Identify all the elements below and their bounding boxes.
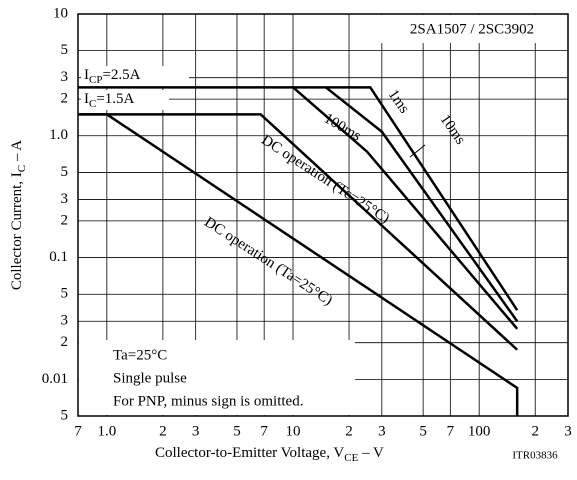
x-tick-label: 5 xyxy=(233,423,241,439)
soa-line xyxy=(292,86,519,330)
soa-line xyxy=(78,113,519,351)
x-tick-label: 10 xyxy=(286,423,301,439)
note: Single pulse xyxy=(113,370,187,386)
text-part: – A xyxy=(9,140,25,165)
x-axis-label: Collector-to-Emitter Voltage, VCE – V xyxy=(155,445,384,463)
x-tick-label: 7 xyxy=(260,423,268,439)
text-part: Collector Current, I xyxy=(9,172,25,290)
x-tick-label: 7 xyxy=(74,423,82,439)
x-tick-label: 2 xyxy=(531,423,539,439)
y-tick-label: 10 xyxy=(53,5,68,21)
annotation-bg xyxy=(81,90,169,110)
y-tick-label: 5 xyxy=(61,42,69,58)
y-tick-label: 2 xyxy=(61,91,69,107)
part-number: 2SA1507 / 2SC3902 xyxy=(410,21,534,37)
labels: 7 1.0 2 3 5 7 10 2 3 5 7 100 2 3105321.05320.15320.01… xyxy=(9,5,571,463)
plot-frame xyxy=(77,13,569,417)
series-label: 10ms xyxy=(437,112,469,148)
x-tick-label: 5 xyxy=(419,423,427,439)
text-part: =2.5A xyxy=(102,67,140,83)
text-part: C xyxy=(16,165,28,172)
y-axis-label: Collector Current, IC – A xyxy=(9,140,27,290)
series-label: 1ms xyxy=(385,87,413,117)
notes-box xyxy=(79,340,355,415)
y-tick-label: 5 xyxy=(61,286,69,302)
text-part: C xyxy=(89,98,96,110)
soa-line xyxy=(78,86,519,311)
x-tick-label: 3 xyxy=(378,423,386,439)
x-tick-label: 100 xyxy=(468,423,491,439)
text-part: I xyxy=(84,91,89,107)
y-tick-label: 3 xyxy=(61,69,69,85)
soa-line xyxy=(78,113,519,416)
x-tick-label: 1.0 xyxy=(97,423,116,439)
x-tick-label: 3 xyxy=(564,423,572,439)
text-part: CP xyxy=(89,74,102,86)
y-tick-label: 3 xyxy=(61,191,69,207)
y-tick-label: 0.01 xyxy=(42,371,68,387)
note: For PNP, minus sign is omitted. xyxy=(113,393,303,409)
y-tick-label: 5 xyxy=(61,164,69,180)
y-tick-label: 0.1 xyxy=(49,249,68,265)
y-tick-label: 1.0 xyxy=(49,127,68,143)
note: Ta=25°C xyxy=(113,347,167,363)
series-label: 100ms xyxy=(321,111,364,145)
text-part: Collector-to-Emitter Voltage, V xyxy=(155,445,344,461)
annotation: IC=1.5A xyxy=(84,91,135,109)
y-tick-label: 2 xyxy=(61,212,69,228)
series-label: DC operation (Tc=25°C) xyxy=(258,132,392,227)
series-label: DC operation (Ta=25°C) xyxy=(201,214,335,309)
x-tick-label: 3 xyxy=(192,423,200,439)
text-part: CE xyxy=(344,452,358,464)
y-tick-label: 3 xyxy=(61,313,69,329)
y-tick-label: 5 xyxy=(61,407,69,423)
y-tick-label: 2 xyxy=(61,334,69,350)
x-tick-label: 2 xyxy=(159,423,167,439)
annotation: ICP=2.5A xyxy=(84,67,141,85)
text-part: =1.5A xyxy=(96,91,134,107)
x-tick-label: 2 xyxy=(345,423,353,439)
annotation-bg xyxy=(81,66,189,86)
x-tick-label: 7 xyxy=(447,423,455,439)
label-pointer xyxy=(409,144,426,158)
text-part: – V xyxy=(358,445,384,461)
figure-code: ITR03836 xyxy=(512,450,558,462)
part-box xyxy=(376,15,567,43)
soa-line xyxy=(325,86,519,322)
text-part: I xyxy=(84,67,89,83)
lines xyxy=(78,86,519,416)
